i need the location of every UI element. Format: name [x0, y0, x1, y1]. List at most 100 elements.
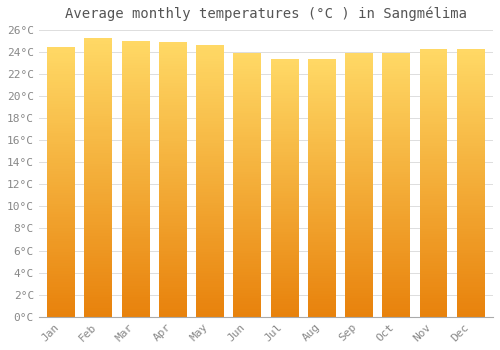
Bar — [47, 198, 75, 201]
Bar — [420, 279, 448, 282]
Bar — [308, 247, 336, 250]
Bar — [382, 140, 410, 142]
Title: Average monthly temperatures (°C ) in Sangmélima: Average monthly temperatures (°C ) in Sa… — [65, 7, 467, 21]
Bar — [308, 60, 336, 62]
Bar — [234, 314, 262, 317]
Bar — [270, 80, 298, 83]
Bar — [308, 291, 336, 294]
Bar — [159, 69, 187, 72]
Bar — [382, 261, 410, 264]
Bar — [308, 134, 336, 136]
Bar — [420, 303, 448, 306]
Bar — [308, 312, 336, 314]
Bar — [270, 98, 298, 100]
Bar — [122, 170, 150, 173]
Bar — [234, 82, 262, 84]
Bar — [234, 137, 262, 140]
Bar — [457, 255, 484, 258]
Bar — [159, 102, 187, 105]
Bar — [345, 148, 373, 150]
Bar — [345, 132, 373, 135]
Bar — [159, 259, 187, 262]
Bar — [122, 121, 150, 124]
Bar — [47, 260, 75, 263]
Bar — [47, 55, 75, 58]
Bar — [47, 274, 75, 276]
Bar — [47, 163, 75, 166]
Bar — [122, 308, 150, 311]
Bar — [47, 282, 75, 285]
Bar — [84, 300, 112, 303]
Bar — [270, 191, 298, 193]
Bar — [345, 61, 373, 63]
Bar — [234, 169, 262, 171]
Bar — [345, 238, 373, 240]
Bar — [270, 312, 298, 314]
Bar — [234, 145, 262, 148]
Bar — [84, 66, 112, 69]
Bar — [47, 71, 75, 74]
Bar — [457, 82, 484, 84]
Bar — [47, 223, 75, 225]
Bar — [270, 155, 298, 157]
Bar — [196, 301, 224, 303]
Bar — [270, 70, 298, 72]
Bar — [84, 236, 112, 239]
Bar — [47, 133, 75, 136]
Bar — [420, 282, 448, 285]
Bar — [84, 191, 112, 194]
Bar — [345, 108, 373, 111]
Bar — [196, 284, 224, 287]
Bar — [196, 195, 224, 197]
Bar — [420, 159, 448, 162]
Bar — [308, 129, 336, 132]
Bar — [196, 227, 224, 230]
Bar — [122, 295, 150, 298]
Bar — [420, 301, 448, 303]
Bar — [47, 209, 75, 212]
Bar — [234, 87, 262, 90]
Bar — [84, 264, 112, 267]
Bar — [196, 257, 224, 260]
Bar — [308, 263, 336, 265]
Bar — [159, 273, 187, 275]
Bar — [196, 287, 224, 290]
Bar — [345, 259, 373, 261]
Bar — [47, 255, 75, 258]
Bar — [457, 116, 484, 119]
Bar — [122, 99, 150, 101]
Bar — [382, 174, 410, 177]
Bar — [159, 138, 187, 141]
Bar — [159, 295, 187, 298]
Bar — [270, 103, 298, 106]
Bar — [270, 96, 298, 98]
Bar — [234, 203, 262, 206]
Bar — [84, 197, 112, 200]
Bar — [84, 155, 112, 158]
Bar — [84, 270, 112, 272]
Bar — [196, 99, 224, 102]
Bar — [308, 83, 336, 85]
Bar — [420, 84, 448, 87]
Bar — [159, 157, 187, 160]
Bar — [382, 156, 410, 159]
Bar — [122, 190, 150, 193]
Bar — [270, 183, 298, 186]
Bar — [457, 306, 484, 309]
Bar — [382, 95, 410, 98]
Bar — [382, 238, 410, 240]
Bar — [84, 136, 112, 139]
Bar — [420, 82, 448, 84]
Bar — [234, 127, 262, 130]
Bar — [122, 281, 150, 284]
Bar — [382, 106, 410, 108]
Bar — [196, 222, 224, 224]
Bar — [345, 219, 373, 222]
Bar — [308, 85, 336, 88]
Bar — [270, 116, 298, 119]
Bar — [420, 132, 448, 135]
Bar — [308, 108, 336, 111]
Bar — [159, 50, 187, 53]
Bar — [457, 103, 484, 106]
Bar — [457, 312, 484, 314]
